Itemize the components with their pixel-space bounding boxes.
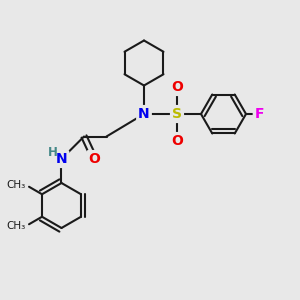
Text: CH₃: CH₃ [6, 221, 26, 231]
Text: CH₃: CH₃ [6, 180, 26, 190]
Text: O: O [171, 80, 183, 94]
Text: O: O [88, 152, 101, 166]
Text: F: F [255, 107, 264, 121]
Text: N: N [138, 107, 150, 121]
Text: O: O [171, 134, 183, 148]
Text: H: H [48, 146, 58, 159]
Text: N: N [56, 152, 67, 166]
Text: S: S [172, 107, 182, 121]
